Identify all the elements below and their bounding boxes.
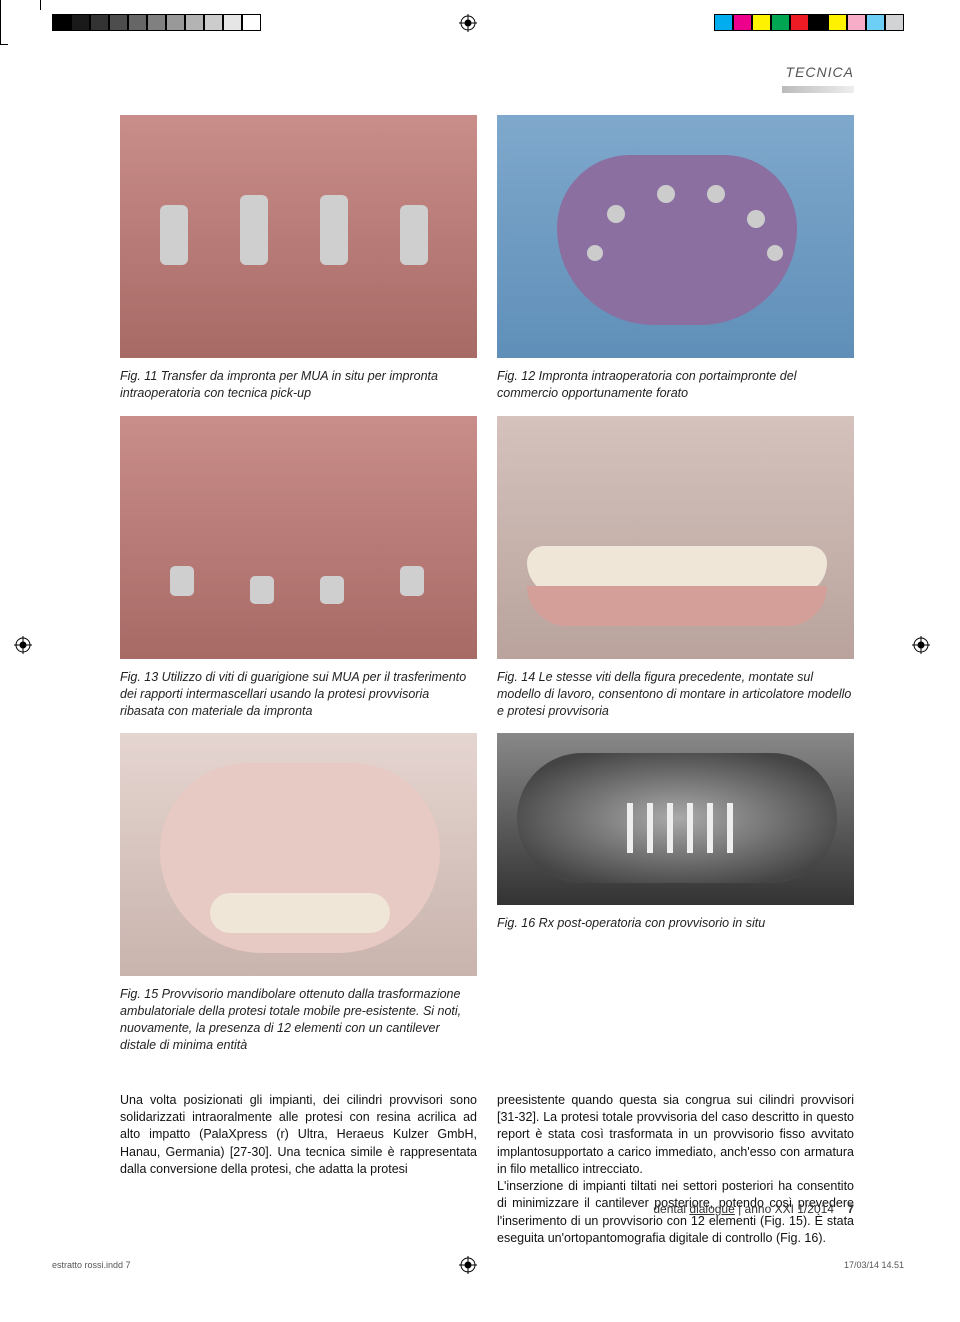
color-swatch (828, 14, 847, 31)
figure-13-image (120, 416, 477, 659)
color-swatch (733, 14, 752, 31)
color-swatch (790, 14, 809, 31)
figure-16-image (497, 733, 854, 905)
trim-footer-timestamp: 17/03/14 14.51 (844, 1260, 904, 1270)
color-swatch (714, 14, 733, 31)
color-swatch (109, 14, 128, 31)
figure-14-image (497, 416, 854, 659)
section-label: TECNICA (120, 64, 854, 80)
figure-11-caption: Fig. 11 Transfer da impronta per MUA in … (120, 368, 477, 402)
figure-12-caption: Fig. 12 Impronta intraoperatoria con por… (497, 368, 854, 402)
page-footer: dental dialogue | anno XXI 1/2014 7 (653, 1202, 854, 1216)
figure-14-caption: Fig. 14 Le stesse viti della figura prec… (497, 669, 854, 720)
registration-mark-icon (459, 1256, 477, 1274)
registration-mark-icon (459, 14, 477, 32)
color-swatch (223, 14, 242, 31)
journal-name-2: dialogue (689, 1202, 734, 1216)
body-text-right: preesistente quando questa sia congrua s… (497, 1092, 854, 1247)
figure-15-caption: Fig. 15 Provvisorio mandibolare ottenuto… (120, 986, 477, 1054)
figure-12-image (497, 115, 854, 358)
color-swatch (885, 14, 904, 31)
print-color-bar-left (52, 14, 261, 31)
color-swatch (166, 14, 185, 31)
color-swatch (847, 14, 866, 31)
color-swatch (752, 14, 771, 31)
print-color-bar-right (714, 14, 904, 31)
figure-13-caption: Fig. 13 Utilizzo di viti di guarigione s… (120, 669, 477, 720)
color-swatch (204, 14, 223, 31)
section-bar (782, 86, 854, 93)
figure-15-image (120, 733, 477, 976)
issue-info: | anno XXI 1/2014 (735, 1202, 834, 1216)
color-swatch (809, 14, 828, 31)
trim-footer-filename: estratto rossi.indd 7 (52, 1260, 131, 1270)
color-swatch (147, 14, 166, 31)
color-swatch (866, 14, 885, 31)
color-swatch (90, 14, 109, 31)
color-swatch (128, 14, 147, 31)
color-swatch (185, 14, 204, 31)
color-swatch (52, 14, 71, 31)
body-text-left: Una volta posizionati gli impianti, dei … (120, 1092, 477, 1247)
color-swatch (771, 14, 790, 31)
page-number: 7 (847, 1202, 854, 1216)
color-swatch (71, 14, 90, 31)
registration-mark-icon (912, 636, 930, 654)
figure-16-caption: Fig. 16 Rx post-operatoria con provvisor… (497, 915, 854, 932)
figure-11-image (120, 115, 477, 358)
color-swatch (242, 14, 261, 31)
registration-mark-icon (14, 636, 32, 654)
journal-name-1: dental (653, 1202, 686, 1216)
